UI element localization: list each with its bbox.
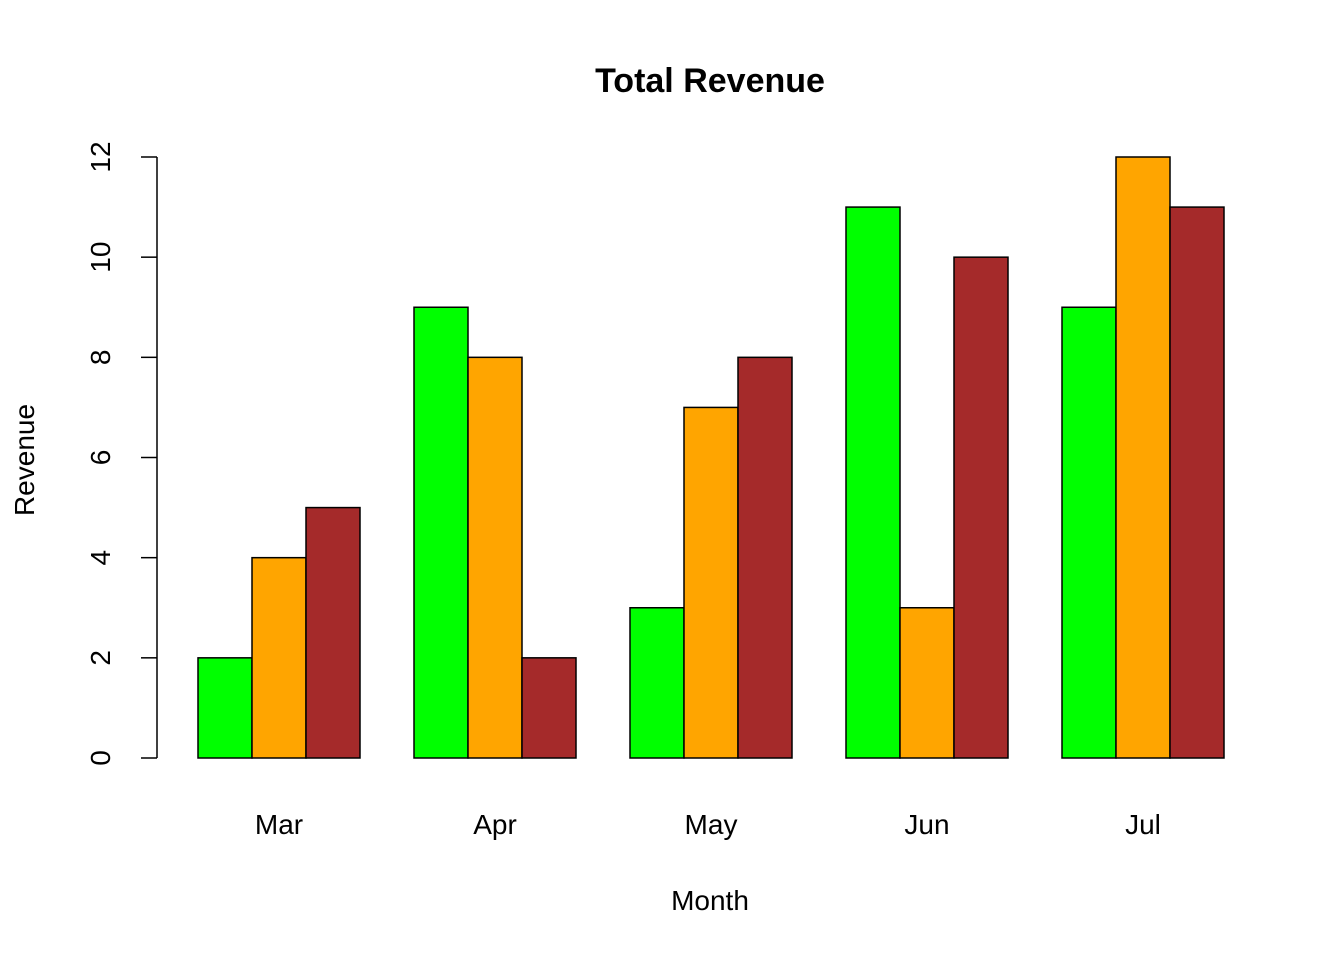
bar-may-series-2 bbox=[683, 406, 739, 759]
bar-apr-series-2 bbox=[467, 356, 523, 759]
y-axis-label: Revenue bbox=[9, 404, 40, 516]
y-axis-tick-label: 4 bbox=[85, 550, 116, 566]
y-axis: 0 2 4 6 8 10 12 bbox=[85, 141, 158, 766]
bar-mar-series-3 bbox=[305, 506, 361, 759]
bar-may-series-3 bbox=[737, 356, 793, 759]
x-axis-tick-label-mar: Mar bbox=[255, 809, 303, 840]
y-axis-tick-label: 12 bbox=[85, 141, 116, 172]
y-axis-tick-label: 8 bbox=[85, 350, 116, 366]
bar-mar-series-2 bbox=[251, 556, 307, 759]
bar-jun-series-2 bbox=[899, 607, 955, 759]
bar-jun-series-1 bbox=[845, 206, 901, 759]
bar-jul-series-1 bbox=[1061, 306, 1117, 759]
x-axis-tick-label-apr: Apr bbox=[473, 809, 517, 840]
chart-title: Total Revenue bbox=[595, 62, 825, 100]
bar-jul-series-3 bbox=[1169, 206, 1225, 759]
bar-group bbox=[197, 156, 1225, 759]
bar-jun-series-3 bbox=[953, 256, 1009, 759]
y-axis-tick-label: 2 bbox=[85, 650, 116, 666]
y-axis-tick-label: 10 bbox=[85, 242, 116, 273]
bar-may-series-1 bbox=[629, 607, 685, 759]
x-axis-tick-label-jul: Jul bbox=[1125, 809, 1161, 840]
bar-apr-series-3 bbox=[521, 657, 577, 759]
y-axis-tick-label: 6 bbox=[85, 450, 116, 466]
bar-mar-series-1 bbox=[197, 657, 253, 759]
x-axis-tick-label-may: May bbox=[685, 809, 738, 840]
bar-jul-series-2 bbox=[1115, 156, 1171, 759]
x-axis-tick-labels: Mar Apr May Jun Jul bbox=[255, 809, 1161, 840]
bar-apr-series-1 bbox=[413, 306, 469, 759]
x-axis-label: Month bbox=[671, 885, 749, 916]
x-axis-tick-label-jun: Jun bbox=[904, 809, 949, 840]
y-axis-tick-label: 0 bbox=[85, 750, 116, 766]
